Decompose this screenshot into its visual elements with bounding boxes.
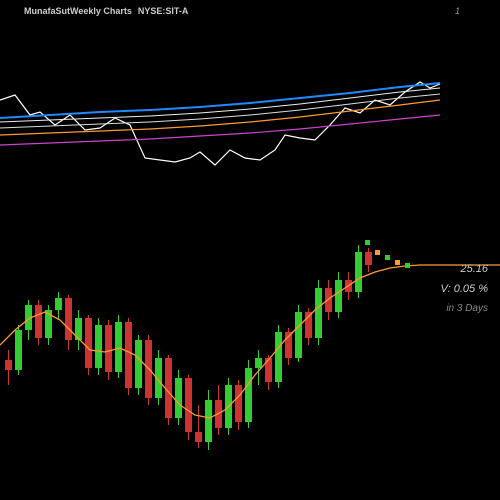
candlestick-panel [0, 210, 500, 490]
signal-marker [405, 263, 410, 268]
candle-body [85, 318, 92, 368]
candle-body [295, 312, 302, 358]
candle-body [105, 325, 112, 372]
moving-average-line [0, 265, 440, 418]
candle-body [235, 385, 242, 422]
candle-body [185, 378, 192, 432]
candle-body [255, 358, 262, 368]
candle-body [35, 305, 42, 338]
candle-body [15, 330, 22, 370]
candle-body [125, 322, 132, 388]
candle-body [205, 400, 212, 442]
candle-body [55, 298, 62, 310]
signal-marker [385, 255, 390, 260]
candle-body [335, 280, 342, 312]
candle-body [65, 298, 72, 340]
signal-marker [365, 240, 370, 245]
candle-body [315, 288, 322, 338]
candle-body [355, 252, 362, 292]
signal-marker [375, 250, 380, 255]
candle-body [165, 358, 172, 418]
chart-header: MunafaSutWeekly Charts NYSE:SIT-A [24, 6, 188, 16]
candle-body [95, 325, 102, 368]
signal-marker [395, 260, 400, 265]
candle-body [135, 340, 142, 388]
indicator-panel [0, 40, 500, 180]
candle-body [195, 432, 202, 442]
candle-body [245, 368, 252, 422]
candle-body [5, 360, 12, 370]
price-info-box: 25.16 V: 0.05 % in 3 Days [441, 260, 489, 318]
jagged-price-line [0, 82, 440, 165]
candle-body [115, 322, 122, 372]
ticker-symbol: NYSE:SIT-A [138, 6, 189, 16]
price-change: V: 0.05 % [441, 280, 489, 300]
candle-body [365, 252, 372, 265]
chart-title: MunafaSutWeekly Charts [24, 6, 132, 16]
days-label: in 3 Days [441, 300, 489, 318]
candle-body [175, 378, 182, 418]
candle-body [275, 332, 282, 382]
current-price: 25.16 [441, 260, 489, 280]
header-right-label: 1 [455, 6, 460, 16]
